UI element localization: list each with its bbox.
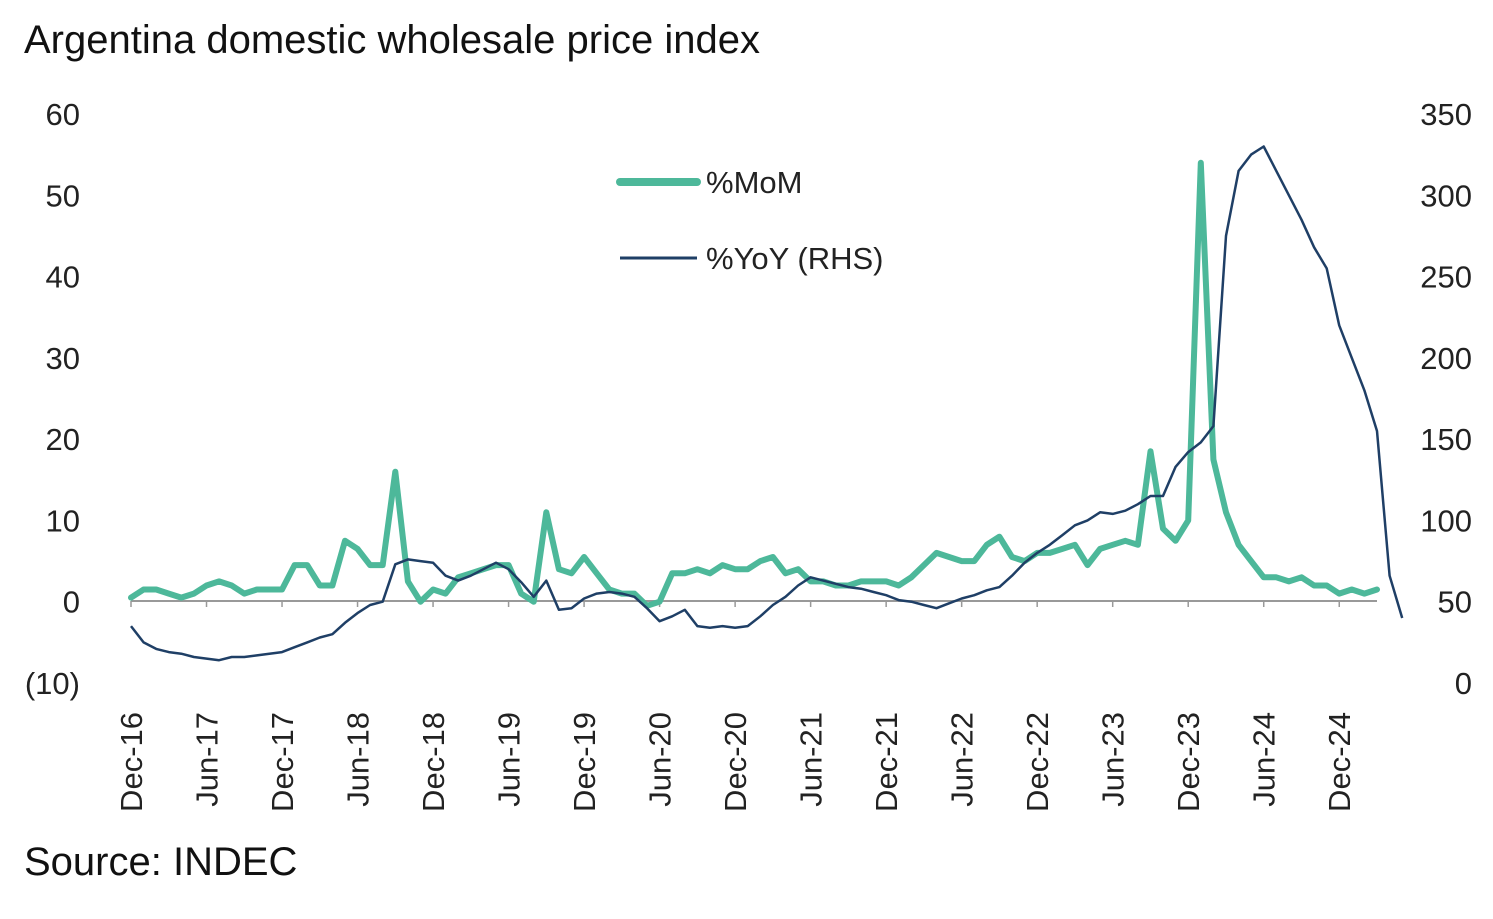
legend: %MoM %YoY (RHS) xyxy=(616,165,883,276)
source-note: Source: INDEC xyxy=(24,840,298,884)
right-tick-label: 250 xyxy=(1420,260,1472,295)
x-tick-label: Jun-20 xyxy=(643,712,678,807)
right-tick-label: 300 xyxy=(1420,178,1472,213)
x-tick-label: Dec-23 xyxy=(1171,712,1206,812)
x-tick-label: Jun-21 xyxy=(794,712,829,807)
x-tick-label: Dec-21 xyxy=(869,712,904,812)
chart-title: Argentina domestic wholesale price index xyxy=(24,18,760,62)
x-tick-label: Dec-24 xyxy=(1322,712,1357,812)
right-tick-label: 50 xyxy=(1438,585,1472,620)
left-tick-label: 30 xyxy=(46,341,80,376)
left-tick-label: 40 xyxy=(46,260,80,295)
left-tick-label: 10 xyxy=(46,503,80,538)
left-axis-ticks: (10) 0 10 20 30 40 50 60 xyxy=(25,97,80,701)
right-tick-label: 150 xyxy=(1420,422,1472,457)
series-mom-line xyxy=(128,159,1380,609)
x-tick-label: Jun-17 xyxy=(190,712,225,807)
series-yoy-line xyxy=(130,145,1404,662)
right-tick-label: 200 xyxy=(1420,341,1472,376)
x-tick-label: Jun-19 xyxy=(492,712,527,807)
x-tick-label: Dec-20 xyxy=(718,712,753,812)
x-tick-label: Dec-19 xyxy=(567,712,602,812)
legend-yoy-label: %YoY (RHS) xyxy=(706,241,883,276)
right-tick-label: 350 xyxy=(1420,97,1472,132)
legend-mom-label: %MoM xyxy=(706,165,802,200)
x-tick-label: Jun-22 xyxy=(945,712,980,807)
x-tick-label: Jun-24 xyxy=(1247,712,1282,807)
left-tick-label: 0 xyxy=(63,585,80,620)
x-axis-ticks: Dec-16 Jun-17 Dec-17 Jun-18 Dec-18 Jun-19 Dec-… xyxy=(114,712,1357,812)
x-tick-label: Dec-18 xyxy=(416,712,451,812)
x-tick-label: Jun-23 xyxy=(1096,712,1131,807)
x-tick-label: Jun-18 xyxy=(341,712,376,807)
left-tick-label: 60 xyxy=(46,97,80,132)
left-tick-label: 20 xyxy=(46,422,80,457)
right-axis-ticks: 0 50 100 150 200 250 300 350 xyxy=(1420,97,1472,701)
left-tick-label: 50 xyxy=(46,178,80,213)
left-tick-label: (10) xyxy=(25,666,80,701)
right-tick-label: 100 xyxy=(1420,503,1472,538)
right-tick-label: 0 xyxy=(1455,666,1472,701)
x-tick-label: Dec-22 xyxy=(1020,712,1055,812)
x-tick-label: Dec-16 xyxy=(114,712,149,812)
x-tick-label: Dec-17 xyxy=(265,712,300,812)
